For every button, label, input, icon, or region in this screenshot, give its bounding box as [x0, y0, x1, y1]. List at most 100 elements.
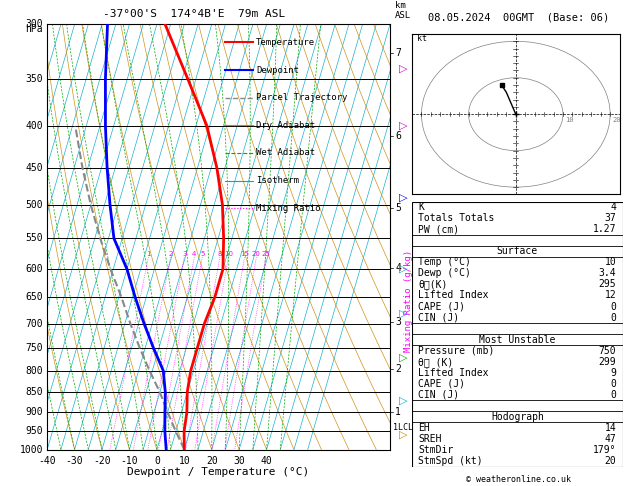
- Text: K: K: [418, 202, 424, 212]
- Text: 9: 9: [611, 368, 616, 378]
- Text: Totals Totals: Totals Totals: [418, 213, 494, 223]
- Text: 0: 0: [154, 456, 160, 466]
- Text: 2: 2: [395, 364, 401, 374]
- Text: 4: 4: [192, 251, 196, 257]
- Text: ▷: ▷: [399, 308, 408, 318]
- Text: 300: 300: [25, 19, 43, 29]
- Text: SREH: SREH: [418, 434, 442, 444]
- Text: 3: 3: [395, 317, 401, 327]
- Text: 10: 10: [565, 117, 574, 122]
- Text: 8: 8: [218, 251, 222, 257]
- Text: 350: 350: [25, 74, 43, 84]
- Text: 800: 800: [25, 366, 43, 376]
- Text: 0: 0: [611, 379, 616, 389]
- Text: ▷: ▷: [399, 430, 408, 440]
- Text: Surface: Surface: [497, 246, 538, 256]
- Text: StmDir: StmDir: [418, 445, 454, 455]
- Text: 400: 400: [25, 121, 43, 131]
- Text: 295: 295: [599, 279, 616, 290]
- Text: -20: -20: [93, 456, 111, 466]
- Text: Dewpoint / Temperature (°C): Dewpoint / Temperature (°C): [128, 467, 309, 477]
- Text: 500: 500: [25, 200, 43, 210]
- Text: 850: 850: [25, 387, 43, 397]
- Text: 5: 5: [200, 251, 204, 257]
- Text: 20: 20: [613, 117, 621, 122]
- Text: Dry Adiabat: Dry Adiabat: [256, 121, 315, 130]
- Text: Mixing Ratio (g/kg): Mixing Ratio (g/kg): [404, 250, 413, 352]
- Text: km
ASL: km ASL: [395, 0, 411, 20]
- Text: 2: 2: [169, 251, 173, 257]
- Text: © weatheronline.co.uk: © weatheronline.co.uk: [467, 474, 571, 484]
- Text: kt: kt: [416, 35, 426, 43]
- Text: Wet Adiabat: Wet Adiabat: [256, 148, 315, 157]
- Text: 10: 10: [604, 258, 616, 267]
- Text: 700: 700: [25, 318, 43, 329]
- Text: hPa: hPa: [25, 24, 43, 35]
- Text: 10: 10: [179, 456, 190, 466]
- Text: 0: 0: [611, 390, 616, 400]
- Text: Lifted Index: Lifted Index: [418, 291, 489, 300]
- Text: 1: 1: [395, 407, 401, 417]
- Text: θᴇ(K): θᴇ(K): [418, 279, 448, 290]
- Text: 37: 37: [604, 213, 616, 223]
- Text: 1: 1: [146, 251, 151, 257]
- Text: PW (cm): PW (cm): [418, 224, 459, 234]
- Text: ▷: ▷: [399, 352, 408, 362]
- Text: 25: 25: [261, 251, 270, 257]
- Text: 20: 20: [252, 251, 261, 257]
- Text: 3: 3: [182, 251, 187, 257]
- Text: CIN (J): CIN (J): [418, 390, 459, 400]
- Text: -40: -40: [38, 456, 56, 466]
- Text: 4: 4: [395, 263, 401, 273]
- Text: 7: 7: [395, 48, 401, 57]
- Text: 12: 12: [604, 291, 616, 300]
- Text: 950: 950: [25, 426, 43, 436]
- Text: Pressure (mb): Pressure (mb): [418, 346, 494, 356]
- Text: EH: EH: [418, 423, 430, 433]
- Text: 10: 10: [224, 251, 233, 257]
- Text: -10: -10: [121, 456, 138, 466]
- Text: 1.27: 1.27: [593, 224, 616, 234]
- Text: 450: 450: [25, 162, 43, 173]
- Text: 20: 20: [604, 456, 616, 466]
- Text: 299: 299: [599, 357, 616, 367]
- Text: CAPE (J): CAPE (J): [418, 379, 465, 389]
- Text: 600: 600: [25, 264, 43, 274]
- Text: 0: 0: [611, 301, 616, 312]
- Text: -37°00'S  174°4B'E  79m ASL: -37°00'S 174°4B'E 79m ASL: [103, 9, 286, 19]
- Text: 08.05.2024  00GMT  (Base: 06): 08.05.2024 00GMT (Base: 06): [428, 12, 610, 22]
- Text: Most Unstable: Most Unstable: [479, 335, 555, 345]
- Text: 30: 30: [233, 456, 245, 466]
- Text: 15: 15: [240, 251, 249, 257]
- Text: Parcel Trajectory: Parcel Trajectory: [256, 93, 348, 102]
- Text: 4: 4: [611, 202, 616, 212]
- Text: CAPE (J): CAPE (J): [418, 301, 465, 312]
- Text: ▷: ▷: [399, 192, 408, 203]
- Text: 14: 14: [604, 423, 616, 433]
- Text: Isotherm: Isotherm: [256, 176, 299, 185]
- Text: 0: 0: [611, 312, 616, 323]
- Text: θᴇ (K): θᴇ (K): [418, 357, 454, 367]
- Text: 550: 550: [25, 233, 43, 243]
- Text: Temp (°C): Temp (°C): [418, 258, 471, 267]
- Text: 3.4: 3.4: [599, 268, 616, 278]
- Text: ▷: ▷: [399, 396, 408, 405]
- Text: ▷: ▷: [399, 264, 408, 274]
- Text: 6: 6: [395, 131, 401, 141]
- Text: ▷: ▷: [399, 121, 408, 131]
- Text: -30: -30: [66, 456, 84, 466]
- Text: 179°: 179°: [593, 445, 616, 455]
- Text: Lifted Index: Lifted Index: [418, 368, 489, 378]
- Text: ▷: ▷: [399, 64, 408, 73]
- Text: CIN (J): CIN (J): [418, 312, 459, 323]
- Text: 5: 5: [395, 203, 401, 212]
- Text: Dewp (°C): Dewp (°C): [418, 268, 471, 278]
- Text: 750: 750: [25, 343, 43, 353]
- Text: 40: 40: [260, 456, 272, 466]
- Text: 1LCL: 1LCL: [393, 423, 413, 432]
- Text: 1000: 1000: [19, 445, 43, 454]
- Text: StmSpd (kt): StmSpd (kt): [418, 456, 483, 466]
- Text: 900: 900: [25, 407, 43, 417]
- Text: Hodograph: Hodograph: [491, 412, 544, 422]
- Text: 20: 20: [206, 456, 218, 466]
